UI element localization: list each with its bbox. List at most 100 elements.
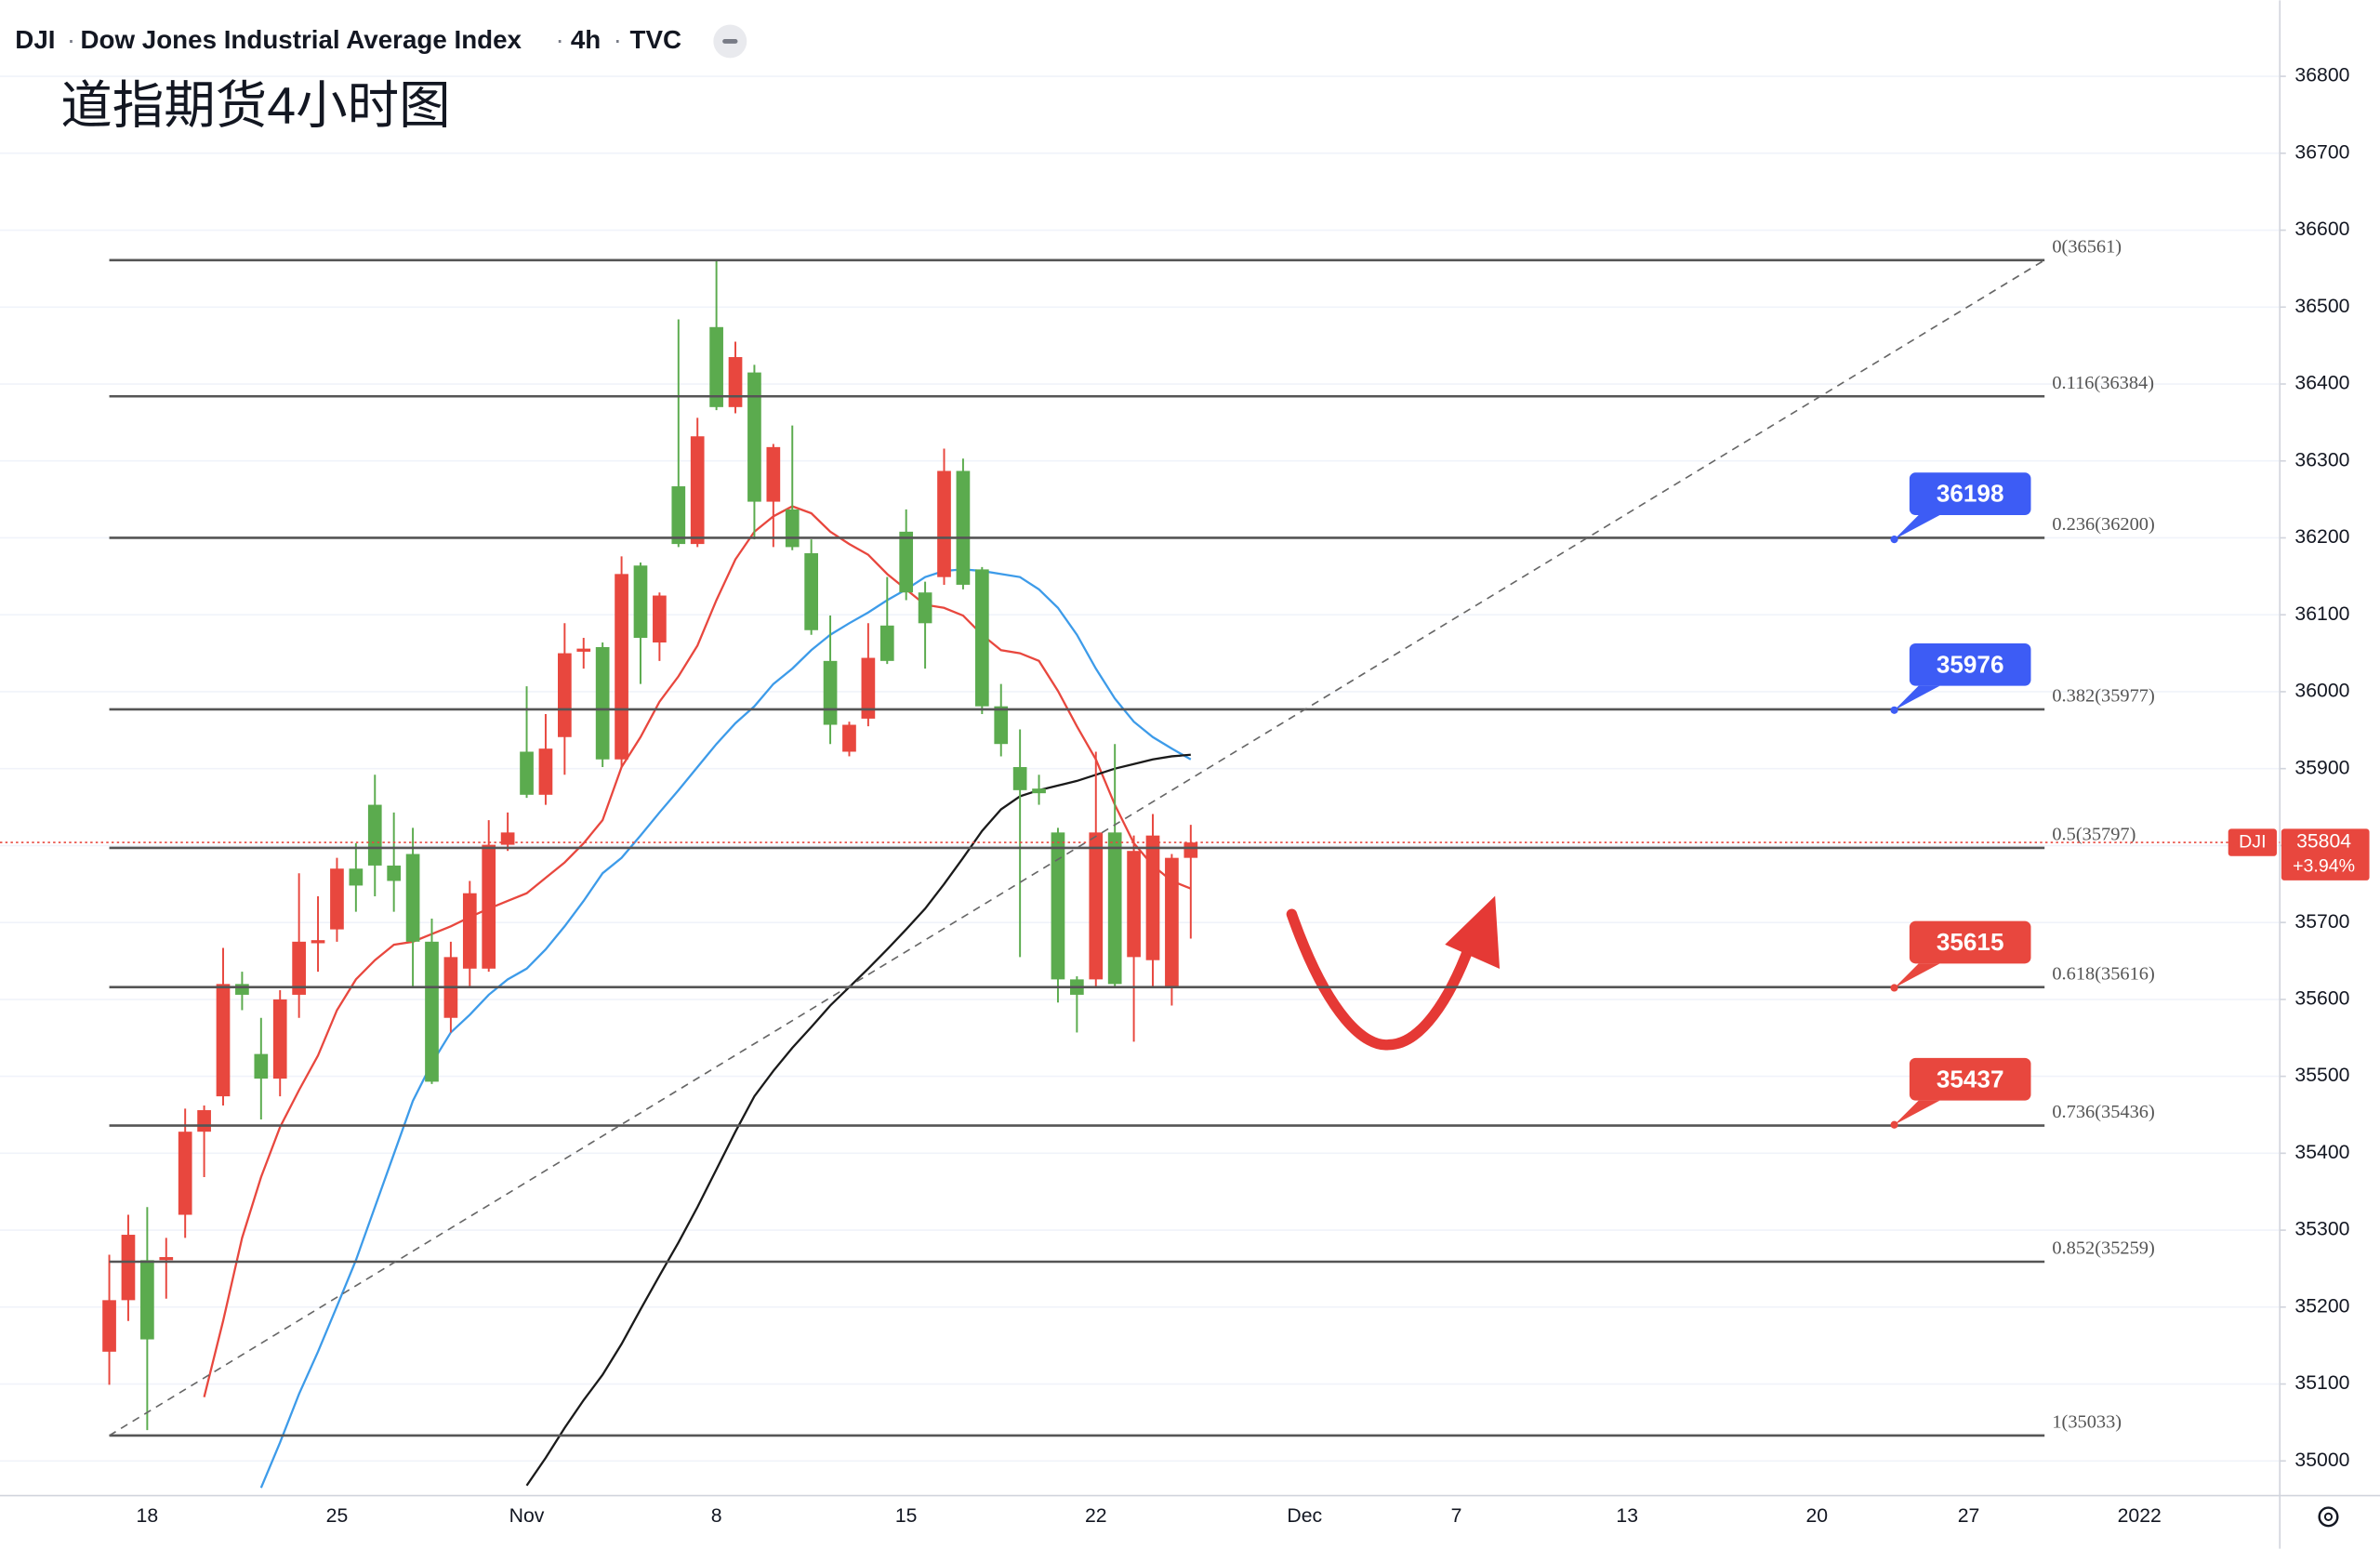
y-tick-label: 35300 <box>2294 1219 2349 1240</box>
x-tick-label: 25 <box>326 1505 349 1527</box>
candle-body <box>861 657 876 719</box>
candle-body <box>1145 835 1160 960</box>
separator: · <box>67 25 75 54</box>
candle-body <box>671 486 686 545</box>
callout-label: 36198 <box>1937 480 2004 508</box>
candle-body <box>462 893 477 969</box>
candle-body <box>1165 857 1179 987</box>
x-tick-label: 2022 <box>2118 1505 2162 1527</box>
candle-body <box>633 565 648 639</box>
candle-body <box>330 868 344 930</box>
callout-box <box>1909 642 2031 686</box>
candle-body <box>1012 767 1027 790</box>
candle-body <box>387 865 402 881</box>
candle-body <box>615 574 628 760</box>
gear-center <box>2323 1512 2334 1521</box>
candle-body <box>804 553 818 630</box>
moving-average-line <box>525 753 1191 1487</box>
candle-body <box>974 569 989 707</box>
settings-icon[interactable] <box>2318 1506 2339 1528</box>
last-price-change: +3.94% <box>2293 855 2355 876</box>
y-tick-label: 35600 <box>2294 987 2349 1009</box>
y-tick-label: 36200 <box>2294 526 2349 548</box>
y-tick-label: 35400 <box>2294 1142 2349 1163</box>
callout-box <box>1909 1057 2031 1101</box>
candle-body <box>1089 832 1104 980</box>
x-tick-label: 13 <box>1616 1505 1638 1527</box>
candle-body <box>1127 851 1141 958</box>
candle-body <box>311 940 325 944</box>
last-price-symbol-box <box>2228 828 2277 856</box>
x-tick-label: 7 <box>1451 1505 1462 1527</box>
candle-body <box>140 1260 154 1340</box>
candle-body <box>1032 788 1046 794</box>
fib-trend-line <box>109 259 2045 1436</box>
annotation: 道指期货4小时图 <box>60 77 450 135</box>
last-price-box <box>2281 828 2370 880</box>
callout-anchor <box>1890 706 1898 714</box>
candle-body <box>1051 832 1065 980</box>
candle-body <box>367 804 382 866</box>
candle-body <box>425 941 439 1082</box>
y-tick-label: 36600 <box>2294 218 2349 240</box>
candle-body <box>994 706 1009 745</box>
fib-level-label: 0.116(36384) <box>2052 373 2154 393</box>
y-tick-label: 35000 <box>2294 1450 2349 1471</box>
candle-body <box>178 1132 192 1215</box>
candle-body <box>558 653 572 737</box>
candle-body <box>102 1300 116 1352</box>
candle-body <box>899 531 914 593</box>
candle-body <box>747 372 761 502</box>
x-tick-label: Dec <box>1287 1505 1322 1527</box>
fib-level-label: 0.736(35436) <box>2052 1102 2154 1122</box>
separator: · <box>556 25 564 54</box>
candle-body <box>766 446 781 502</box>
x-tick-label: 22 <box>1085 1505 1107 1527</box>
callout-pointer <box>1894 1100 1940 1125</box>
moving-average-line <box>203 505 1192 1397</box>
y-tick-label: 35700 <box>2294 911 2349 933</box>
candle-body <box>728 357 743 407</box>
candle-body <box>709 326 723 407</box>
callout-anchor <box>1890 984 1898 992</box>
fib-level-label: 0.382(35977) <box>2052 686 2154 707</box>
gear[interactable] <box>2318 1506 2339 1528</box>
candle-body <box>937 470 951 577</box>
y-tick-label: 36000 <box>2294 681 2349 702</box>
moving-average-line <box>259 568 1192 1489</box>
last-price-symbol: DJI <box>2239 831 2266 852</box>
candle-body <box>159 1257 174 1261</box>
candle-body <box>576 648 591 652</box>
candle-body <box>405 854 420 942</box>
fib-level-label: 0.5(35797) <box>2052 825 2135 845</box>
interval: 4h <box>571 25 601 54</box>
plot-area <box>102 259 1198 1489</box>
candle-body <box>520 751 534 795</box>
callout-pointer <box>1894 963 1940 988</box>
x-tick-label: 27 <box>1958 1505 1980 1527</box>
y-tick-label: 36700 <box>2294 141 2349 163</box>
candle-body <box>349 868 364 886</box>
candle-body <box>538 748 553 795</box>
y-tick-label: 35200 <box>2294 1295 2349 1317</box>
y-tick-label: 36100 <box>2294 603 2349 625</box>
x-tick-label: 8 <box>711 1505 722 1527</box>
candle-body <box>235 984 249 995</box>
x-tick-label: 20 <box>1805 1505 1828 1527</box>
y-tick-label: 35100 <box>2294 1372 2349 1394</box>
source: TVC <box>630 25 682 54</box>
fib-level-label: 0.236(36200) <box>2052 514 2154 535</box>
y-tick-label: 36400 <box>2294 373 2349 394</box>
candle-body <box>653 595 667 642</box>
candle-body <box>121 1235 136 1301</box>
candle-body <box>690 436 705 545</box>
separator: · <box>614 25 622 54</box>
callout-label: 35976 <box>1937 650 2004 678</box>
x-tick-label: 15 <box>895 1505 918 1527</box>
collapse-icon <box>722 38 738 44</box>
candle-body <box>482 844 496 969</box>
candle-body <box>197 1110 211 1132</box>
y-tick-label: 35500 <box>2294 1065 2349 1086</box>
candle-body <box>785 509 800 548</box>
